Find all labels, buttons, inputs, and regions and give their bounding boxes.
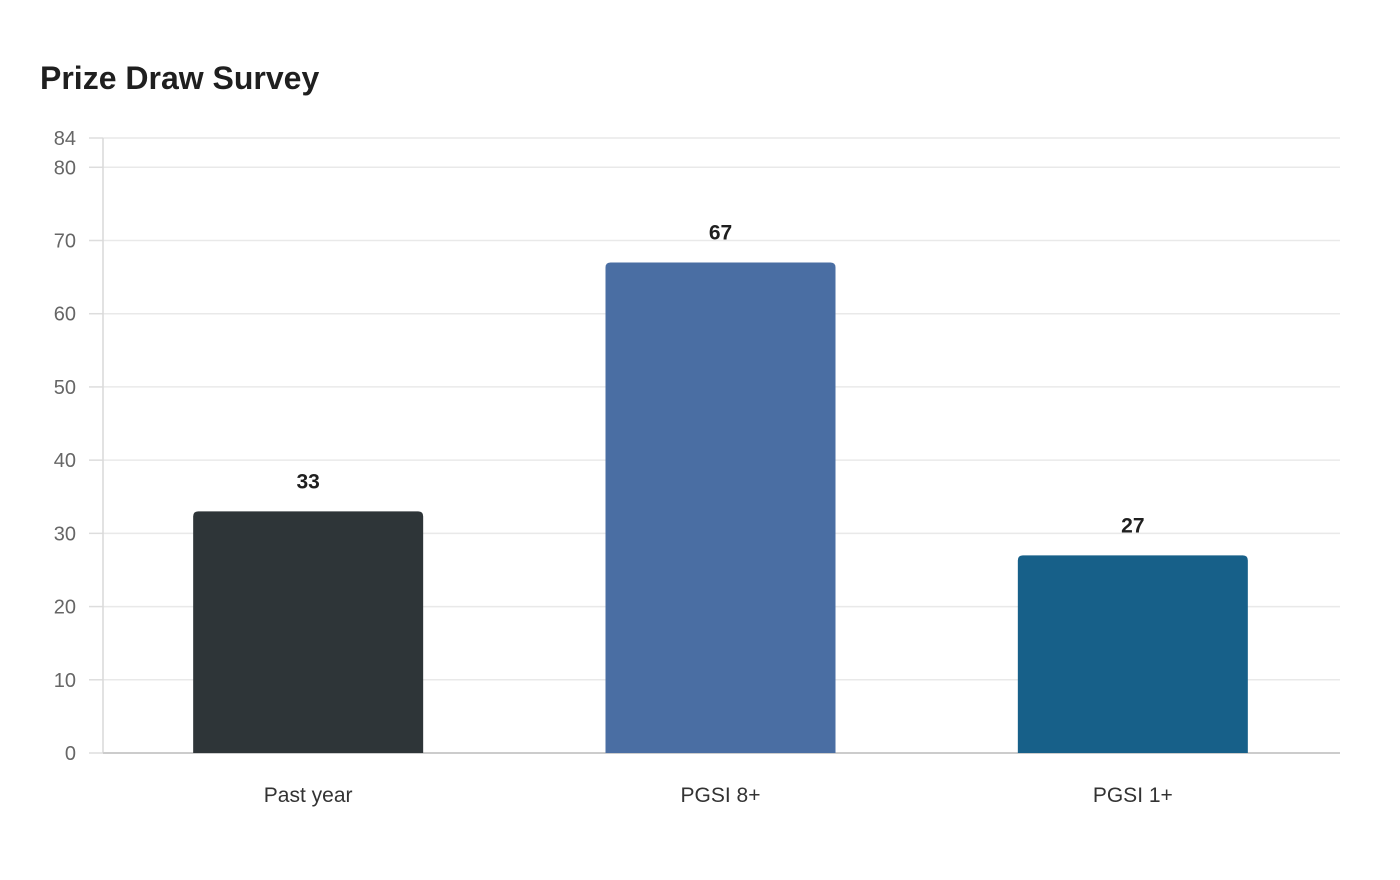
y-tick-label: 20: [54, 597, 76, 619]
data-labels: 33 67 27: [296, 221, 1144, 537]
data-label: 67: [709, 221, 732, 244]
bar: [1017, 555, 1248, 753]
y-tick-label: 80: [54, 157, 76, 179]
y-tick-label: 40: [54, 450, 76, 472]
y-tick-label: 30: [54, 523, 76, 545]
category-label: PGSI 1+: [1093, 784, 1173, 807]
bar: [193, 511, 424, 753]
y-tick-label: 60: [54, 304, 76, 326]
category-labels: Past year PGSI 8+ PGSI 1+: [264, 784, 1173, 807]
y-tick-label: 0: [65, 743, 76, 765]
bar: [605, 262, 836, 753]
bars: [193, 262, 1248, 753]
y-tick-labels: 0 10 20 30 40 50 60 70 80 84: [54, 128, 76, 765]
y-tick-label: 70: [54, 231, 76, 253]
chart-title: Prize Draw Survey: [40, 60, 320, 96]
category-label: Past year: [264, 784, 353, 807]
y-tick-label: 10: [54, 670, 76, 692]
category-label: PGSI 8+: [681, 784, 761, 807]
data-label: 27: [1121, 514, 1144, 537]
y-tick-label: 50: [54, 377, 76, 399]
data-label: 33: [296, 470, 319, 493]
y-tick-label: 84: [54, 128, 76, 150]
